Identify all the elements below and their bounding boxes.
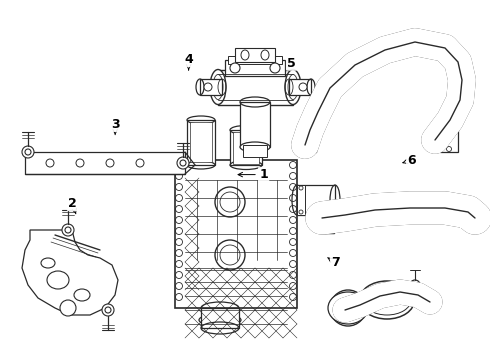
Bar: [297, 185, 335, 215]
Bar: [225, 60, 285, 76]
Ellipse shape: [230, 63, 240, 73]
Bar: [297, 185, 305, 215]
Text: 5: 5: [287, 57, 296, 69]
Bar: [25, 152, 185, 174]
Circle shape: [324, 228, 329, 233]
Bar: [187, 120, 215, 165]
Ellipse shape: [41, 258, 55, 268]
Bar: [230, 130, 262, 165]
Circle shape: [65, 227, 71, 233]
Bar: [235, 48, 275, 62]
Circle shape: [215, 187, 245, 217]
Circle shape: [215, 240, 245, 270]
Text: 3: 3: [111, 118, 120, 135]
Circle shape: [106, 159, 114, 167]
Circle shape: [46, 159, 54, 167]
Circle shape: [330, 290, 366, 326]
Bar: [175, 160, 297, 308]
Bar: [200, 79, 222, 95]
Ellipse shape: [210, 69, 226, 104]
Circle shape: [177, 157, 189, 169]
Circle shape: [446, 147, 451, 152]
Circle shape: [76, 159, 84, 167]
Bar: [233, 132, 259, 164]
Circle shape: [340, 300, 356, 316]
Circle shape: [324, 206, 329, 211]
Circle shape: [299, 83, 307, 91]
Circle shape: [220, 245, 240, 265]
Circle shape: [102, 304, 114, 316]
Text: 1: 1: [238, 168, 268, 181]
Circle shape: [304, 131, 310, 135]
Bar: [228, 56, 282, 64]
Ellipse shape: [261, 50, 269, 60]
Bar: [190, 122, 212, 162]
Circle shape: [304, 147, 310, 152]
Ellipse shape: [328, 292, 368, 324]
Ellipse shape: [270, 63, 280, 73]
Text: 6: 6: [403, 154, 416, 167]
Circle shape: [22, 146, 34, 158]
Ellipse shape: [240, 142, 270, 152]
Bar: [240, 102, 270, 147]
Bar: [289, 79, 311, 95]
Ellipse shape: [74, 289, 90, 301]
Bar: [243, 145, 267, 157]
Circle shape: [220, 192, 240, 212]
Circle shape: [60, 300, 76, 316]
Ellipse shape: [199, 314, 241, 326]
Bar: [218, 70, 293, 105]
Circle shape: [446, 131, 451, 135]
Bar: [440, 130, 458, 152]
Bar: [201, 308, 239, 328]
Circle shape: [410, 280, 420, 290]
Bar: [320, 205, 334, 233]
Polygon shape: [22, 230, 118, 315]
Ellipse shape: [241, 50, 249, 60]
Text: 4: 4: [184, 53, 193, 70]
Ellipse shape: [47, 271, 69, 289]
Circle shape: [105, 307, 111, 313]
Text: 7: 7: [328, 256, 340, 269]
Circle shape: [62, 224, 74, 236]
Circle shape: [204, 83, 212, 91]
Bar: [298, 130, 316, 152]
Circle shape: [136, 159, 144, 167]
Circle shape: [335, 295, 361, 321]
Text: 2: 2: [68, 197, 77, 214]
Ellipse shape: [285, 69, 301, 104]
